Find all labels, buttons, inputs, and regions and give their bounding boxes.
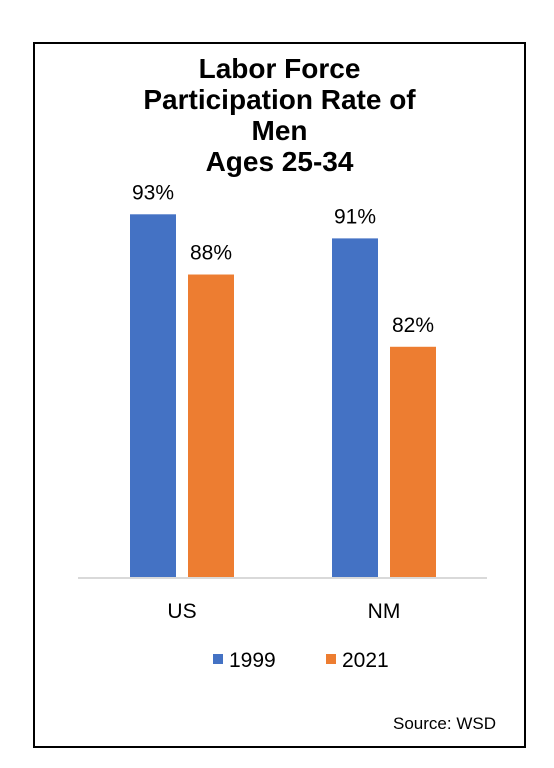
chart-title-line: Ages 25-34 xyxy=(205,146,354,177)
bar-2021-nm xyxy=(390,346,436,578)
data-label: 91% xyxy=(334,205,376,228)
chart-title: Labor Force Participation Rate of Men Ag… xyxy=(33,53,526,177)
data-label: 82% xyxy=(392,314,434,337)
chart-frame xyxy=(33,42,526,748)
bar-2021-us xyxy=(188,274,234,578)
chart-title-line: Labor Force xyxy=(198,53,361,84)
bar-1999-nm xyxy=(332,238,378,579)
legend-swatch xyxy=(213,654,223,664)
bar-1999-us xyxy=(130,214,176,578)
legend-swatch xyxy=(326,654,336,664)
legend-label: 2021 xyxy=(342,649,389,672)
legend-label: 1999 xyxy=(229,649,276,672)
data-label: 93% xyxy=(132,181,174,204)
category-label: NM xyxy=(368,600,401,623)
chart-title-line: Men xyxy=(251,115,308,146)
chart-title-line: Participation Rate of xyxy=(143,84,416,115)
category-label: US xyxy=(167,600,196,623)
source-note: Source: WSD xyxy=(393,714,496,733)
data-label: 88% xyxy=(190,242,232,265)
